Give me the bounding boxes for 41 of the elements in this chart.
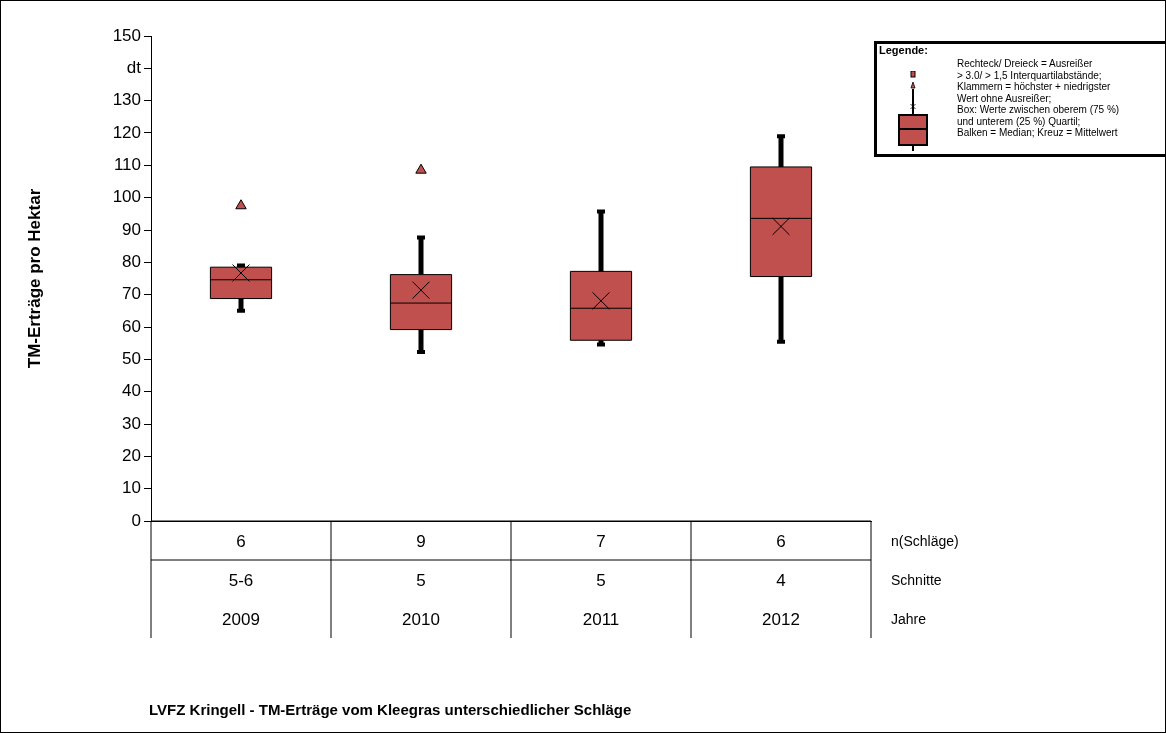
text: n(Schläge) [891, 533, 959, 550]
y-tick-label: 20 [122, 446, 141, 466]
text: 9 [416, 532, 426, 552]
text: 7 [596, 532, 606, 552]
text: Schnitte [891, 572, 942, 589]
text: Balken = Median; Kreuz = Mittelwert [957, 127, 1118, 138]
y-tick-label: 100 [112, 187, 141, 207]
text: 6 [236, 532, 246, 552]
x-tick-label: 2012 [762, 610, 800, 630]
text: Wert ohne Ausreißer; [957, 92, 1052, 104]
y-tick-label: 60 [122, 316, 141, 336]
y-tick-label: 150 [112, 25, 141, 45]
text: und unterem (25 %) Quartil; [957, 115, 1081, 127]
text: 6 [776, 532, 786, 552]
text: 5-6 [228, 571, 254, 591]
text: 5 [596, 571, 606, 591]
x-tick-label: 2010 [402, 610, 440, 630]
y-tick-label: 130 [112, 90, 141, 110]
y-tick-label: 40 [122, 381, 141, 401]
text: 4 [776, 571, 786, 591]
y-tick-label: 10 [122, 478, 141, 498]
text: Jahre [891, 611, 927, 628]
x-tick-label: 2009 [222, 610, 260, 630]
y-tick-label: dt [126, 58, 142, 78]
text: Klammern = höchster + niedrigster [957, 81, 1111, 92]
y-tick-label: 110 [113, 155, 141, 175]
text: Box: Werte zwischen oberem (75 %) [957, 104, 1120, 115]
y-axis-title: TM-Erträge pro Hektar [24, 188, 44, 369]
y-tick-label: 120 [112, 122, 141, 142]
text: LVFZ Kringell - TM-Erträge vom Kleegras unterschiedlicher Schläge [149, 701, 632, 718]
y-tick-label: 30 [122, 413, 141, 433]
y-tick-label: 0 [131, 510, 141, 530]
text: > 3.0/ > 1,5 Interquartilabstände; [957, 69, 1102, 81]
legend-title: Legende: [879, 44, 928, 57]
y-tick-label: 80 [122, 252, 141, 272]
text: Rechteck/ Dreieck = Ausreißer [957, 58, 1093, 69]
y-tick-label: 50 [122, 349, 141, 369]
y-tick-label: 70 [122, 284, 141, 304]
y-tick-label: 90 [122, 219, 141, 239]
text: 5 [416, 571, 426, 591]
x-tick-label: 2011 [582, 610, 620, 630]
